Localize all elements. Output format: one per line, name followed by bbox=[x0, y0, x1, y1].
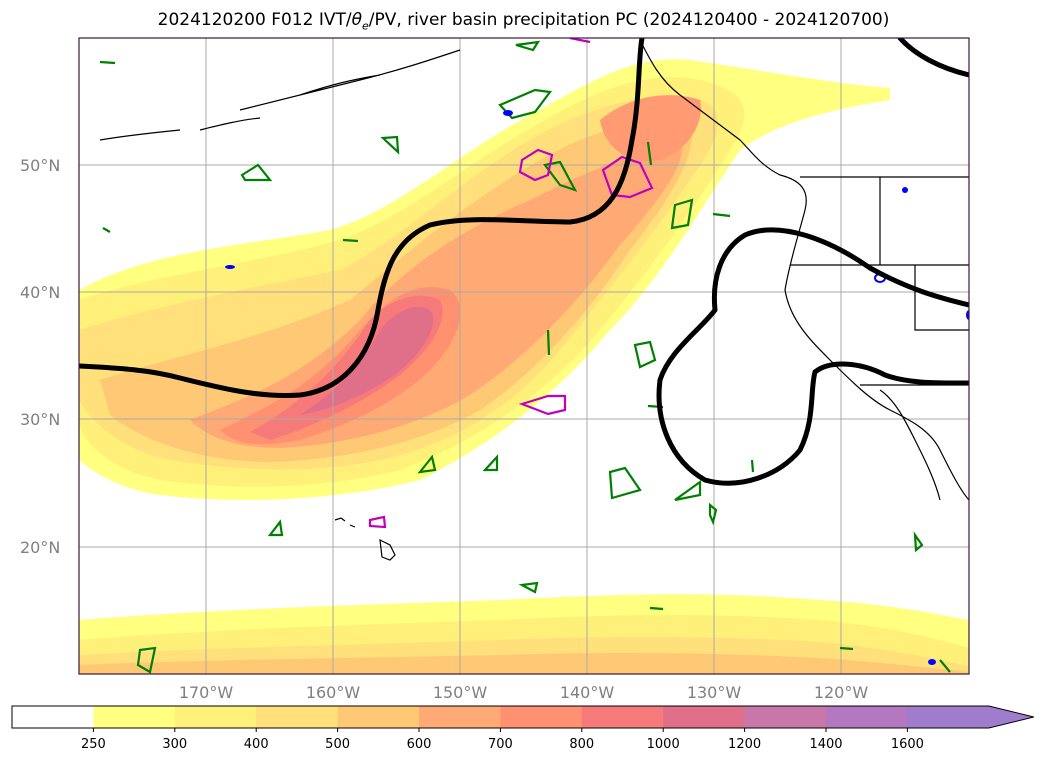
pv-17 bbox=[515, 40, 541, 52]
lat-label-30: 30°N bbox=[20, 410, 60, 429]
pv-mag-4 bbox=[368, 515, 387, 529]
title-theta-sub: e bbox=[362, 19, 369, 33]
colorbar-tick-label: 300 bbox=[162, 737, 187, 752]
hawaii bbox=[334, 517, 396, 561]
pv-mag-5 bbox=[569, 38, 591, 44]
colorbar-segment bbox=[12, 706, 94, 728]
blue-6 bbox=[928, 659, 936, 665]
colorbar-segment bbox=[663, 706, 746, 728]
lon-label-140: 140°W bbox=[560, 683, 615, 702]
baja-coast bbox=[879, 389, 941, 501]
colorbar-extend-arrow bbox=[907, 706, 1034, 728]
pv-15 bbox=[136, 646, 157, 674]
blue-3 bbox=[902, 187, 908, 193]
colorbar-tick-label: 1000 bbox=[647, 737, 680, 752]
pv-16 bbox=[939, 659, 951, 673]
pv-7 bbox=[608, 466, 642, 500]
colorbar-segment bbox=[581, 706, 664, 728]
colorbar-segment bbox=[500, 706, 583, 728]
pv-4 bbox=[670, 198, 694, 230]
colorbar-tick-label: 1400 bbox=[809, 737, 842, 752]
theta-e-main bbox=[79, 38, 645, 398]
colorbar-tick-label: 1600 bbox=[891, 737, 924, 752]
colorbar-segment bbox=[174, 706, 257, 728]
lon-label-160: 160°W bbox=[306, 683, 361, 702]
lon-label-150: 150°W bbox=[433, 683, 488, 702]
pv-1 bbox=[498, 88, 553, 120]
theta-e-ne bbox=[897, 38, 969, 78]
plot-area bbox=[79, 38, 969, 674]
alaska-coast bbox=[99, 49, 461, 141]
lon-label-170: 170°W bbox=[179, 683, 234, 702]
blue-2 bbox=[225, 265, 235, 269]
colorbar-segment bbox=[93, 706, 176, 728]
pv-24 bbox=[839, 646, 854, 651]
lat-label-20: 20°N bbox=[20, 538, 60, 557]
colorbar-tick-label: 800 bbox=[569, 737, 594, 752]
lat-label-40: 40°N bbox=[20, 283, 60, 302]
blue-5 bbox=[966, 310, 969, 320]
colorbar-segment bbox=[744, 706, 827, 728]
colorbar-tick-label: 400 bbox=[244, 737, 269, 752]
lat-labels: 50°N 40°N 30°N 20°N bbox=[20, 156, 60, 557]
pv-22 bbox=[342, 238, 359, 243]
colorbar-tick-label: 600 bbox=[407, 737, 432, 752]
pv-2 bbox=[380, 135, 400, 155]
theta-e-contours bbox=[79, 38, 969, 486]
colorbar-segment bbox=[337, 706, 420, 728]
pv-mag-1 bbox=[518, 148, 554, 182]
pv-6 bbox=[633, 340, 657, 369]
pv-contours-green bbox=[99, 40, 951, 674]
colorbar-tick-label: 1200 bbox=[728, 737, 761, 752]
pv-mag-3 bbox=[518, 394, 567, 416]
pv-21 bbox=[102, 227, 111, 233]
pv-27 bbox=[99, 60, 116, 65]
lon-label-130: 130°W bbox=[687, 683, 742, 702]
ivt-band-1000 bbox=[300, 306, 434, 415]
map-title: 2024120200 F012 IVT/θe/PV, river basin p… bbox=[0, 10, 1047, 32]
colorbar-tick-label: 700 bbox=[488, 737, 513, 752]
colorbar-segment bbox=[826, 706, 908, 728]
colorbar-tick-label: 500 bbox=[325, 737, 350, 752]
pv-10 bbox=[482, 454, 499, 472]
colorbar-segment bbox=[256, 706, 339, 728]
pv-14 bbox=[518, 581, 539, 594]
pv-13 bbox=[913, 531, 924, 553]
title-theta: θ bbox=[351, 10, 362, 30]
colorbar-tick-label: 250 bbox=[81, 737, 106, 752]
pv-5 bbox=[543, 160, 578, 192]
pv-12 bbox=[708, 502, 718, 526]
pv-3 bbox=[240, 163, 273, 182]
plot-frame bbox=[78, 37, 970, 675]
pv-8 bbox=[674, 479, 702, 502]
pv-9 bbox=[417, 454, 437, 474]
title-suffix: /PV, river basin precipitation PC (20241… bbox=[368, 10, 890, 30]
pv-20 bbox=[750, 459, 755, 473]
pv-18 bbox=[646, 141, 653, 166]
lon-labels: 170°W 160°W 150°W 140°W 130°W 120°W bbox=[179, 683, 869, 702]
lat-label-50: 50°N bbox=[20, 156, 60, 175]
lon-label-120: 120°W bbox=[814, 683, 869, 702]
pv-19 bbox=[546, 329, 551, 356]
graticule bbox=[79, 38, 969, 674]
title-prefix: 2024120200 F012 IVT/ bbox=[157, 10, 352, 30]
pv-11 bbox=[267, 519, 284, 537]
blue-1 bbox=[503, 110, 513, 116]
colorbar: 250 300 400 500 600 700 800 1000 1200 1400 1600 bbox=[11, 705, 1034, 752]
colorbar-outline bbox=[11, 705, 1034, 729]
ivt-band-upper bbox=[600, 95, 701, 161]
ivt-band-south-500 bbox=[79, 653, 969, 674]
pv-26 bbox=[712, 212, 731, 218]
canada-coast bbox=[639, 39, 969, 501]
colorbar-segment bbox=[419, 706, 501, 728]
theta-e-loop bbox=[656, 227, 969, 486]
pv-23 bbox=[649, 606, 664, 611]
